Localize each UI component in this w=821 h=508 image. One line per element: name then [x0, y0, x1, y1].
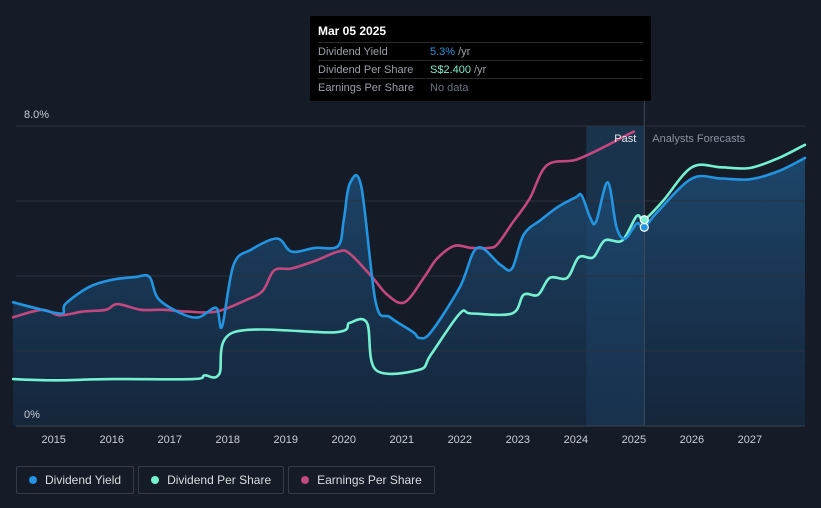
tooltip-unit: /yr: [473, 64, 487, 76]
legend-item-earnings-per-share[interactable]: Earnings Per Share: [288, 466, 435, 494]
series-line-dividend-yield: [11, 156, 807, 340]
x-tick-label: 2024: [564, 434, 588, 446]
legend-dot-icon: [151, 476, 160, 484]
x-tick-label: 2025: [622, 434, 646, 446]
legend-label: Earnings Per Share: [317, 473, 422, 487]
tooltip-value: No data: [430, 82, 469, 94]
tooltip-row-dividend-yield: Dividend Yield 5.3% /yr: [318, 42, 643, 60]
tooltip-unit: /yr: [458, 46, 471, 58]
x-tick-label: 2020: [332, 434, 356, 446]
x-tick-label: 2018: [216, 434, 240, 446]
dividend-yield-area: [13, 157, 806, 426]
cursor-marker-dividend-per-share: [639, 215, 649, 225]
legend-label: Dividend Per Share: [167, 473, 272, 487]
tooltip-value: 5.3%: [430, 46, 456, 58]
series-line-earnings-per-share: [11, 130, 636, 319]
tooltip-value: S$2.400: [430, 64, 471, 76]
x-tick-label: 2016: [99, 434, 123, 446]
y-tick-label: 8.0%: [24, 109, 49, 121]
tooltip-row-earnings-per-share: Earnings Per Share No data: [318, 78, 643, 96]
x-tick-label: 2015: [41, 434, 65, 446]
tooltip-row-dividend-per-share: Dividend Per Share S$2.400 /yr: [318, 60, 643, 78]
series-line-dividend-per-share: [11, 143, 807, 382]
legend-dot-icon: [29, 476, 37, 484]
legend-item-dividend-per-share[interactable]: Dividend Per Share: [138, 466, 285, 494]
x-tick-label: 2022: [448, 434, 472, 446]
x-tick-label: 2023: [506, 434, 530, 446]
tooltip-label: Earnings Per Share: [318, 82, 414, 94]
cursor-marker-dividend-yield: [639, 222, 649, 232]
legend-dot-icon: [301, 476, 310, 484]
x-tick-label: 2017: [157, 434, 181, 446]
forecast-label: Analysts Forecasts: [652, 133, 745, 145]
x-tick-label: 2021: [390, 434, 414, 446]
past-label: Past: [614, 133, 636, 145]
tooltip-label: Dividend Yield: [318, 46, 388, 58]
chart-legend: Dividend Yield Dividend Per Share Earnin…: [16, 466, 435, 494]
tooltip-date: Mar 05 2025: [318, 24, 387, 38]
tooltip-label: Dividend Per Share: [318, 64, 414, 76]
y-tick-label: 0%: [24, 409, 40, 421]
x-tick-label: 2027: [738, 434, 762, 446]
legend-item-dividend-yield[interactable]: Dividend Yield: [16, 466, 135, 494]
x-tick-label: 2019: [274, 434, 298, 446]
chart-tooltip: Mar 05 2025 Dividend Yield 5.3% /yr Divi…: [310, 16, 651, 101]
x-tick-label: 2026: [680, 434, 704, 446]
legend-label: Dividend Yield: [45, 473, 122, 487]
